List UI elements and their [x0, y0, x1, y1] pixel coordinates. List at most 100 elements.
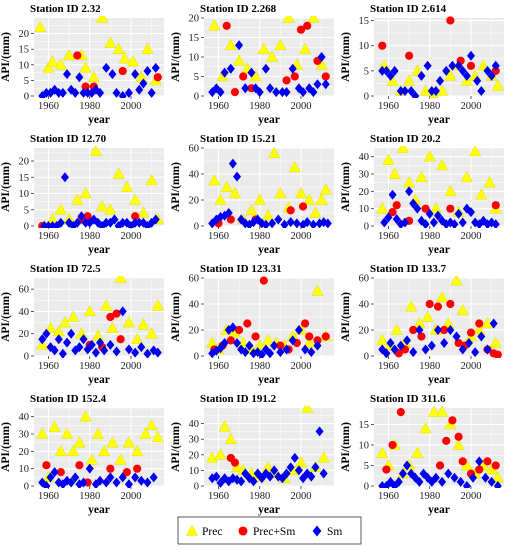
y-tick-label: 0	[194, 352, 199, 363]
point-prec-plus-sm	[298, 202, 308, 211]
point-sm	[261, 219, 270, 228]
point-prec	[261, 209, 275, 221]
point-sm	[118, 306, 127, 317]
point-sm	[466, 207, 475, 218]
point-prec-plus-sm	[243, 319, 252, 328]
y-tick-label: 0	[24, 352, 29, 363]
point-prec	[48, 420, 61, 432]
point-sm	[394, 476, 403, 487]
point-prec	[427, 406, 440, 417]
point-prec-plus-sm	[321, 72, 330, 81]
point-sm	[67, 328, 76, 339]
point-sm	[390, 344, 399, 355]
point-prec-plus-sm	[491, 201, 500, 210]
point-prec	[301, 406, 314, 413]
point-prec-plus-sm	[282, 76, 291, 85]
point-prec-plus-sm	[259, 276, 268, 285]
point-prec-plus-sm	[131, 212, 140, 221]
point-prec-plus-sm	[425, 299, 434, 309]
point-sm	[85, 463, 94, 474]
y-tick-label: 5	[194, 72, 199, 83]
point-prec-plus-sm	[106, 464, 115, 473]
point-sm	[444, 468, 453, 479]
y-axis-label: API/(mm)	[170, 292, 182, 342]
point-sm	[122, 217, 131, 228]
point-sm	[440, 338, 449, 348]
y-tick-label: 10	[19, 464, 30, 475]
point-prec	[245, 203, 258, 216]
point-sm	[143, 66, 152, 77]
x-axis-label: year	[258, 244, 280, 256]
x-tick-label: 1980	[79, 101, 100, 112]
point-sm	[60, 172, 69, 183]
point-sm	[311, 462, 320, 473]
data-marks	[206, 276, 332, 358]
point-sm	[38, 334, 47, 345]
point-sm	[38, 91, 47, 98]
point-sm	[124, 479, 133, 488]
panel-title: Station ID 72.5	[30, 263, 101, 275]
point-sm	[143, 477, 152, 488]
point-prec	[307, 16, 320, 23]
point-prec	[122, 436, 135, 448]
point-sm	[42, 328, 51, 339]
point-prec-plus-sm	[448, 416, 457, 425]
point-prec-plus-sm	[305, 332, 314, 341]
point-prec-plus-sm	[56, 468, 65, 477]
x-axis-label: year	[258, 374, 280, 386]
x-tick-label: 2000	[460, 101, 481, 112]
data-marks	[36, 276, 164, 358]
point-sm	[63, 337, 72, 348]
point-sm	[77, 211, 86, 222]
point-sm	[216, 343, 225, 354]
point-prec	[151, 431, 164, 443]
point-prec-plus-sm	[226, 336, 235, 345]
point-sm	[442, 219, 451, 228]
point-sm	[131, 347, 140, 358]
y-tick-label: 15	[19, 173, 30, 184]
x-tick-label: 2000	[460, 491, 481, 502]
x-axis-label: year	[428, 244, 450, 256]
chart-panel: Station ID 2.268 0 5 10 15 20 1960 1980 2000 year…	[170, 3, 334, 126]
point-prec	[376, 446, 389, 458]
point-prec	[444, 184, 457, 197]
point-prec	[436, 406, 449, 417]
point-sm	[469, 472, 478, 483]
point-prec-plus-sm	[458, 457, 467, 466]
point-sm	[411, 472, 420, 483]
data-marks	[376, 406, 504, 488]
point-sm	[151, 62, 160, 73]
y-axis-label: API/(mm)	[170, 32, 182, 82]
y-tick-label: 15	[359, 420, 370, 431]
x-axis-label: year	[88, 374, 110, 386]
point-sm	[151, 214, 160, 225]
point-sm	[315, 426, 324, 437]
point-sm	[450, 219, 459, 228]
point-sm	[427, 85, 436, 96]
x-tick-label: 2000	[460, 231, 481, 242]
panel-title: Station ID 2.268	[200, 3, 277, 15]
point-sm	[458, 65, 467, 76]
x-tick-label: 1980	[79, 361, 100, 372]
legend-label: Prec	[202, 526, 222, 538]
point-prec-plus-sm	[475, 319, 484, 328]
x-tick-label: 1960	[378, 361, 399, 372]
point-prec	[129, 193, 142, 205]
point-prec	[127, 55, 140, 67]
point-sm	[413, 203, 422, 214]
point-sm	[403, 460, 412, 471]
point-sm	[278, 87, 287, 98]
point-sm	[58, 87, 67, 98]
point-sm	[54, 87, 63, 98]
y-tick-label: 0	[24, 92, 29, 103]
point-sm	[433, 210, 442, 221]
point-prec-plus-sm	[230, 88, 240, 97]
point-sm	[464, 338, 473, 348]
y-tick-label: 20	[189, 450, 200, 461]
point-sm	[487, 70, 496, 81]
point-sm	[75, 72, 84, 83]
x-tick-label: 1960	[38, 231, 59, 242]
point-sm	[280, 219, 289, 228]
y-tick-label: 40	[189, 419, 200, 430]
point-sm	[301, 344, 310, 355]
